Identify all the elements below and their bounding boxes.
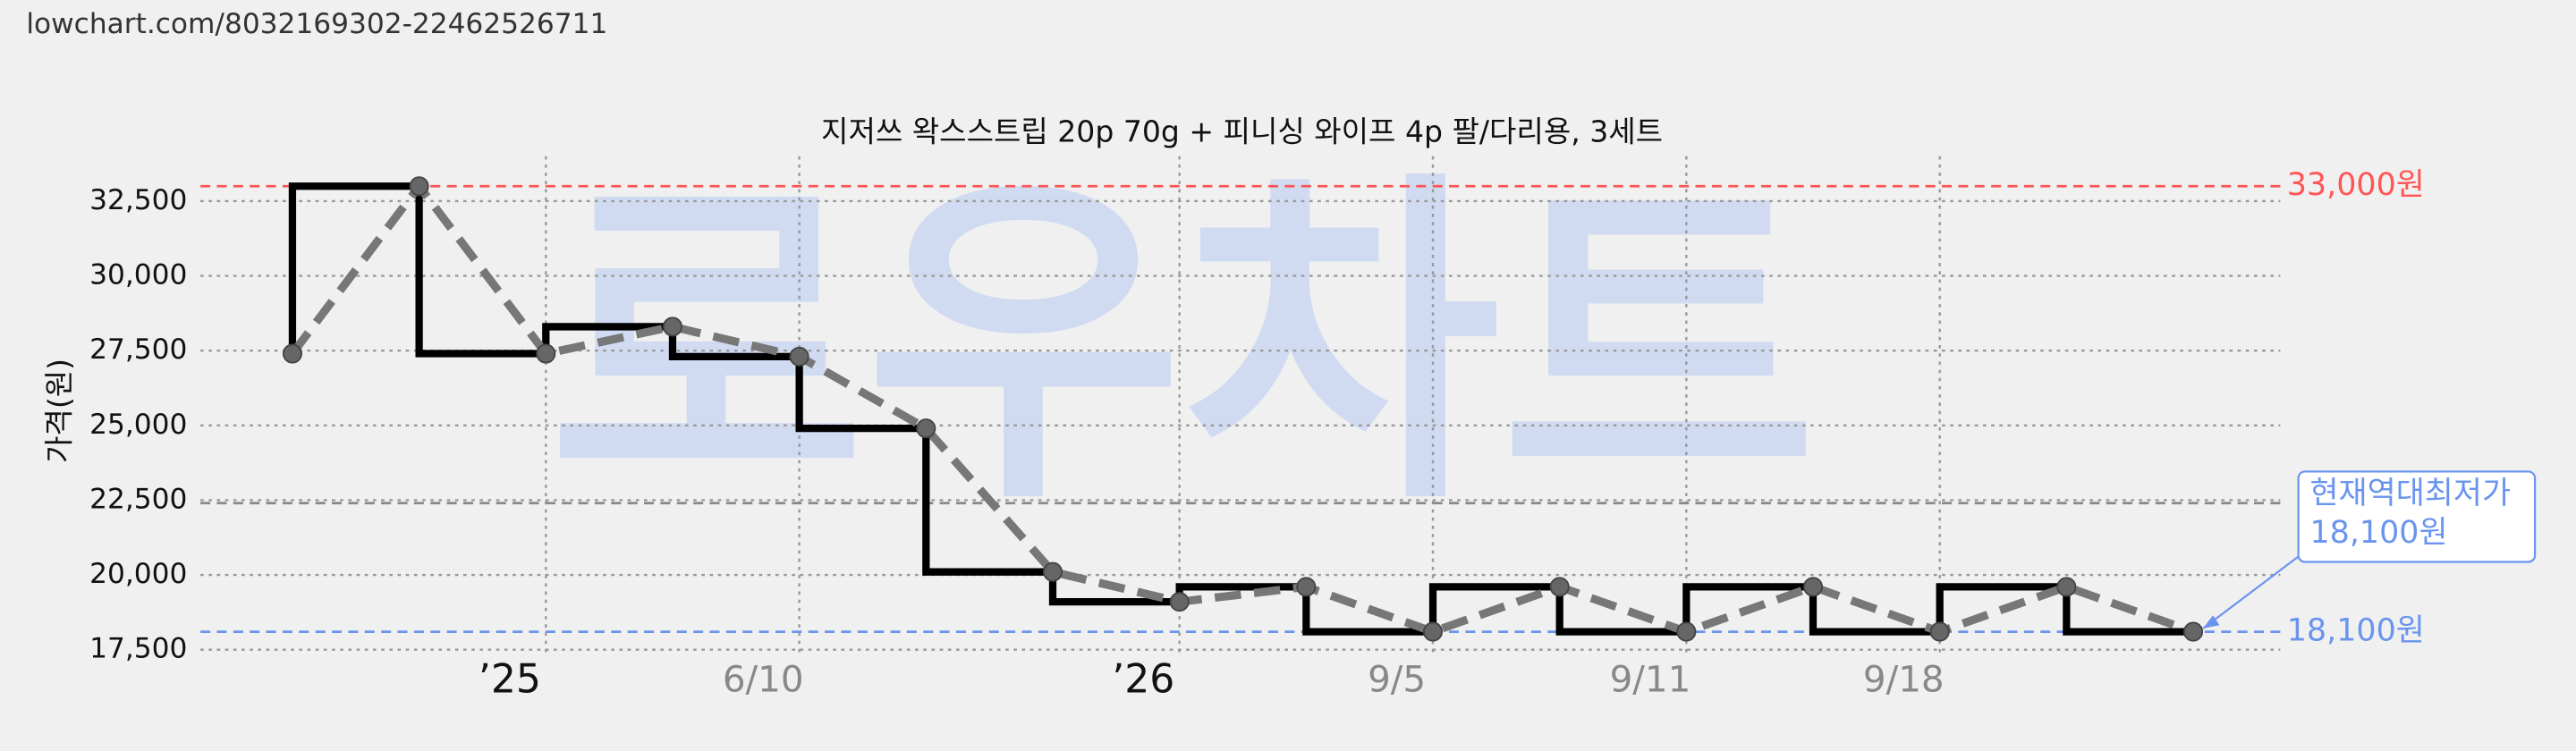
annotation-box [2297, 470, 2537, 563]
point [1169, 592, 1190, 612]
annotation-arrow [2202, 554, 2301, 629]
x-tick-label: ’26 [1112, 657, 1174, 703]
y-tick-label: 30,000 [89, 259, 187, 291]
step-line [288, 182, 2194, 636]
point [1549, 577, 1570, 597]
point [1296, 577, 1317, 597]
y-tick-label: 25,000 [89, 409, 187, 441]
annotation-arrowhead [2203, 615, 2220, 629]
annotation-text: 현재역대최저가 [2309, 476, 2511, 511]
y-tick-label: 20,000 [89, 558, 187, 590]
x-tick-label: 9/11 [1610, 658, 1691, 701]
point [1676, 621, 1697, 642]
chart-title: 지저쓰 왁스스트립 20p 70g + 피니싱 와이프 4p 팔/다리용, 3세… [821, 114, 1663, 149]
watermark: 로우차트 [548, 144, 1818, 545]
x-tick-label: 6/10 [723, 658, 804, 701]
y-tick-label: 32,500 [89, 184, 187, 216]
reference-label: 33,000원 [2287, 167, 2425, 203]
point [2056, 577, 2077, 597]
y-tick-label: 22,500 [89, 483, 187, 515]
y-axis-label: 가격(원) [41, 359, 76, 463]
point [916, 418, 936, 439]
reference-label: 18,100원 [2287, 613, 2425, 649]
y-tick-label: 17,500 [89, 633, 187, 665]
x-tick-label: 9/18 [1863, 658, 1945, 701]
page-url: lowchart.com/8032169302-22462526711 [26, 8, 607, 40]
point [662, 316, 682, 337]
point [789, 346, 809, 367]
point [282, 343, 302, 364]
x-tick-label: ’25 [479, 657, 541, 703]
trend-line [289, 179, 2195, 637]
annotation-text: 18,100원 [2309, 515, 2447, 551]
point [1422, 621, 1444, 642]
point [409, 176, 429, 197]
point [1929, 621, 1950, 642]
y-tick-label: 27,500 [89, 333, 187, 366]
point [536, 343, 556, 364]
point [2183, 621, 2204, 642]
point [1802, 577, 1824, 597]
point [1042, 561, 1063, 582]
x-tick-label: 9/5 [1368, 658, 1426, 701]
